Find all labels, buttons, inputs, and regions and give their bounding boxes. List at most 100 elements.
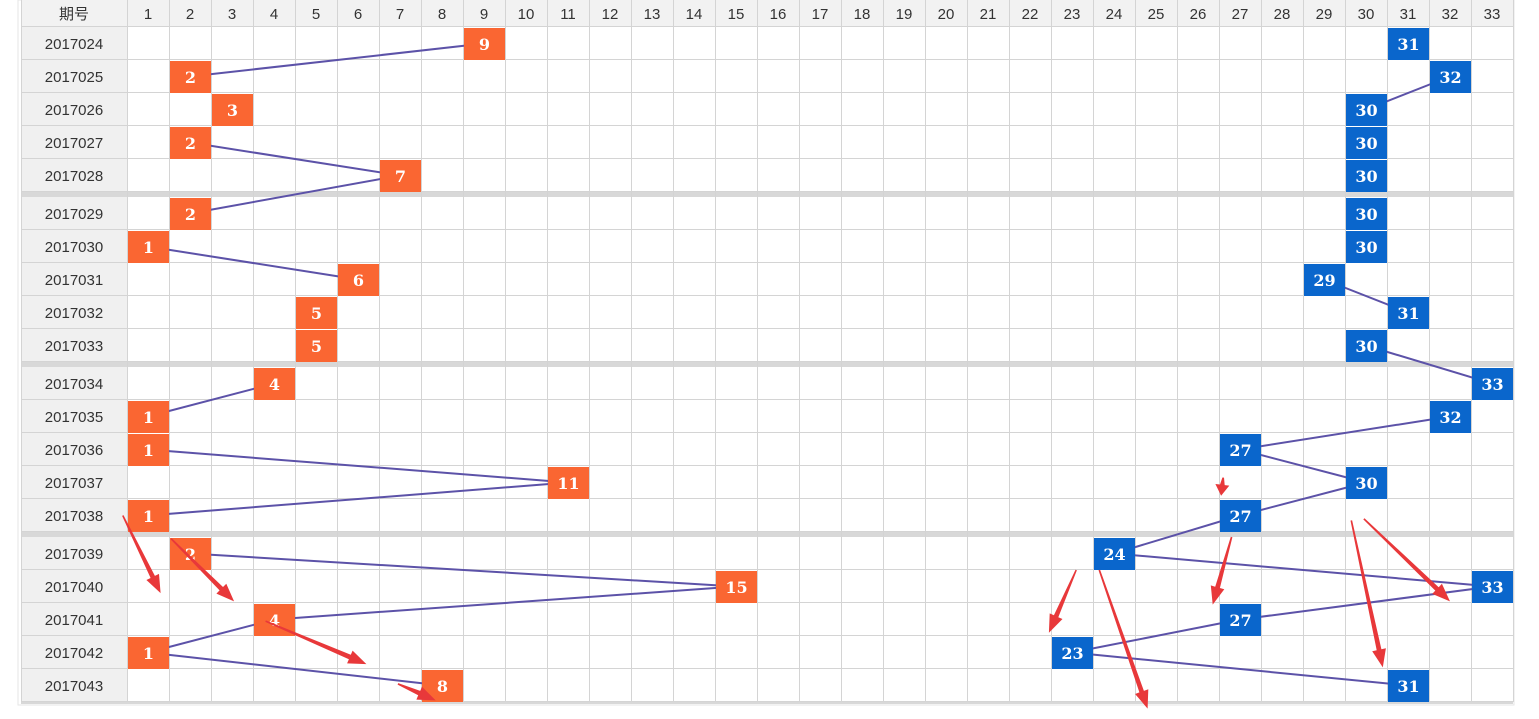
red-ball-box <box>128 500 169 532</box>
red-ball: 1 <box>128 401 169 433</box>
red-ball: 1 <box>128 500 169 532</box>
group-separator <box>21 532 1513 537</box>
number-balls: 9 312 323 302 307 302 301 306 295 315 304 331 321 271… <box>128 28 1513 702</box>
blue-ball: 30 <box>1346 94 1387 126</box>
red-ball-number: 2 <box>185 205 196 224</box>
period-label: 2017043 <box>45 678 103 695</box>
red-ball-box <box>212 94 253 126</box>
period-label: 2017024 <box>45 36 103 53</box>
annotation-arrow <box>1210 536 1233 605</box>
period-label: 2017029 <box>45 206 103 223</box>
red-ball-number: 1 <box>143 507 154 526</box>
red-ball: 15 <box>716 571 757 603</box>
red-ball-box <box>296 297 337 329</box>
column-number-label: 16 <box>770 6 787 23</box>
column-number-label: 9 <box>480 6 488 23</box>
red-ball: 11 <box>548 467 589 499</box>
blue-ball-number: 32 <box>1439 408 1461 427</box>
blue-ball-box <box>1388 670 1429 702</box>
red-ball: 2 <box>170 127 211 159</box>
annotation-arrow <box>1215 477 1230 496</box>
period-label: 2017041 <box>45 612 103 629</box>
blue-ball: 33 <box>1472 368 1513 400</box>
column-number-label: 13 <box>644 6 661 23</box>
red-ball-box <box>716 571 757 603</box>
column-number-label: 26 <box>1190 6 1207 23</box>
red-ball: 5 <box>296 297 337 329</box>
blue-ball-number: 30 <box>1355 167 1377 186</box>
column-number-label: 7 <box>396 6 404 23</box>
period-label: 2017040 <box>45 579 103 596</box>
blue-ball-box <box>1388 297 1429 329</box>
blue-ball: 27 <box>1220 604 1261 636</box>
blue-ball-box <box>1472 368 1513 400</box>
red-ball-number: 2 <box>185 134 196 153</box>
blue-ball: 30 <box>1346 231 1387 263</box>
blue-ball-number: 30 <box>1355 101 1377 120</box>
red-trend-line <box>189 141 401 177</box>
period-label: 2017039 <box>45 546 103 563</box>
blue-ball-number: 29 <box>1313 271 1335 290</box>
blue-ball: 30 <box>1346 160 1387 192</box>
red-ball: 4 <box>254 368 295 400</box>
period-label: 2017030 <box>45 239 103 256</box>
blue-ball-box <box>1094 538 1135 570</box>
column-number-label: 22 <box>1022 6 1039 23</box>
red-ball-number: 1 <box>143 441 154 460</box>
column-number-label: 27 <box>1232 6 1249 23</box>
blue-ball-box <box>1220 434 1261 466</box>
blue-ball-box <box>1346 330 1387 362</box>
red-trend-line <box>273 585 737 621</box>
blue-ball-box <box>1346 94 1387 126</box>
column-number-label: 5 <box>312 6 320 23</box>
period-label: 2017034 <box>45 376 103 393</box>
annotation-arrow <box>265 620 367 665</box>
column-number-label: 28 <box>1274 6 1291 23</box>
blue-ball-box <box>1346 231 1387 263</box>
red-ball-number: 4 <box>269 375 280 394</box>
red-ball-number: 3 <box>227 101 238 120</box>
period-label: 2017037 <box>45 475 103 492</box>
red-ball-number: 15 <box>725 578 747 597</box>
blue-ball-number: 27 <box>1229 507 1251 526</box>
column-number-label: 24 <box>1106 6 1123 23</box>
period-label: 2017028 <box>45 168 103 185</box>
period-label: 2017042 <box>45 645 103 662</box>
red-trend-line <box>189 174 401 215</box>
column-number-label: 2 <box>186 6 194 23</box>
blue-ball-number: 24 <box>1103 545 1125 564</box>
blue-ball: 32 <box>1430 61 1471 93</box>
red-ball-box <box>464 28 505 60</box>
annotation-arrow <box>397 683 436 701</box>
red-ball: 6 <box>338 264 379 296</box>
blue-ball-box <box>1052 637 1093 669</box>
blue-ball: 30 <box>1346 330 1387 362</box>
red-ball-box <box>170 61 211 93</box>
column-number-label: 15 <box>728 6 745 23</box>
blue-ball: 31 <box>1388 670 1429 702</box>
blue-ball-box <box>1472 571 1513 603</box>
column-header: 期号 1 2 3 4 5 6 7 8 9 10 11 12 13 14 15 16 17 18 19 20 21 22 23… <box>59 6 1500 23</box>
column-number-label: 29 <box>1316 6 1333 23</box>
column-number-label: 30 <box>1358 6 1375 23</box>
blue-ball-box <box>1430 61 1471 93</box>
blue-ball-number: 27 <box>1229 611 1251 630</box>
red-ball-number: 2 <box>185 68 196 87</box>
blue-trend-line <box>1071 618 1241 654</box>
red-trend-line <box>189 42 485 78</box>
blue-ball-number: 32 <box>1439 68 1461 87</box>
period-label: 2017031 <box>45 272 103 289</box>
red-ball: 3 <box>212 94 253 126</box>
red-ball-number: 1 <box>143 408 154 427</box>
period-label: 2017026 <box>45 102 103 119</box>
blue-ball-number: 31 <box>1397 304 1419 323</box>
annotation-arrow <box>1350 520 1386 668</box>
blue-ball-number: 30 <box>1355 337 1377 356</box>
blue-ball-number: 30 <box>1355 474 1377 493</box>
period-label: 2017025 <box>45 69 103 86</box>
column-number-label: 23 <box>1064 6 1081 23</box>
column-number-label: 1 <box>144 6 152 23</box>
red-ball-number: 1 <box>143 238 154 257</box>
red-ball: 2 <box>170 198 211 230</box>
